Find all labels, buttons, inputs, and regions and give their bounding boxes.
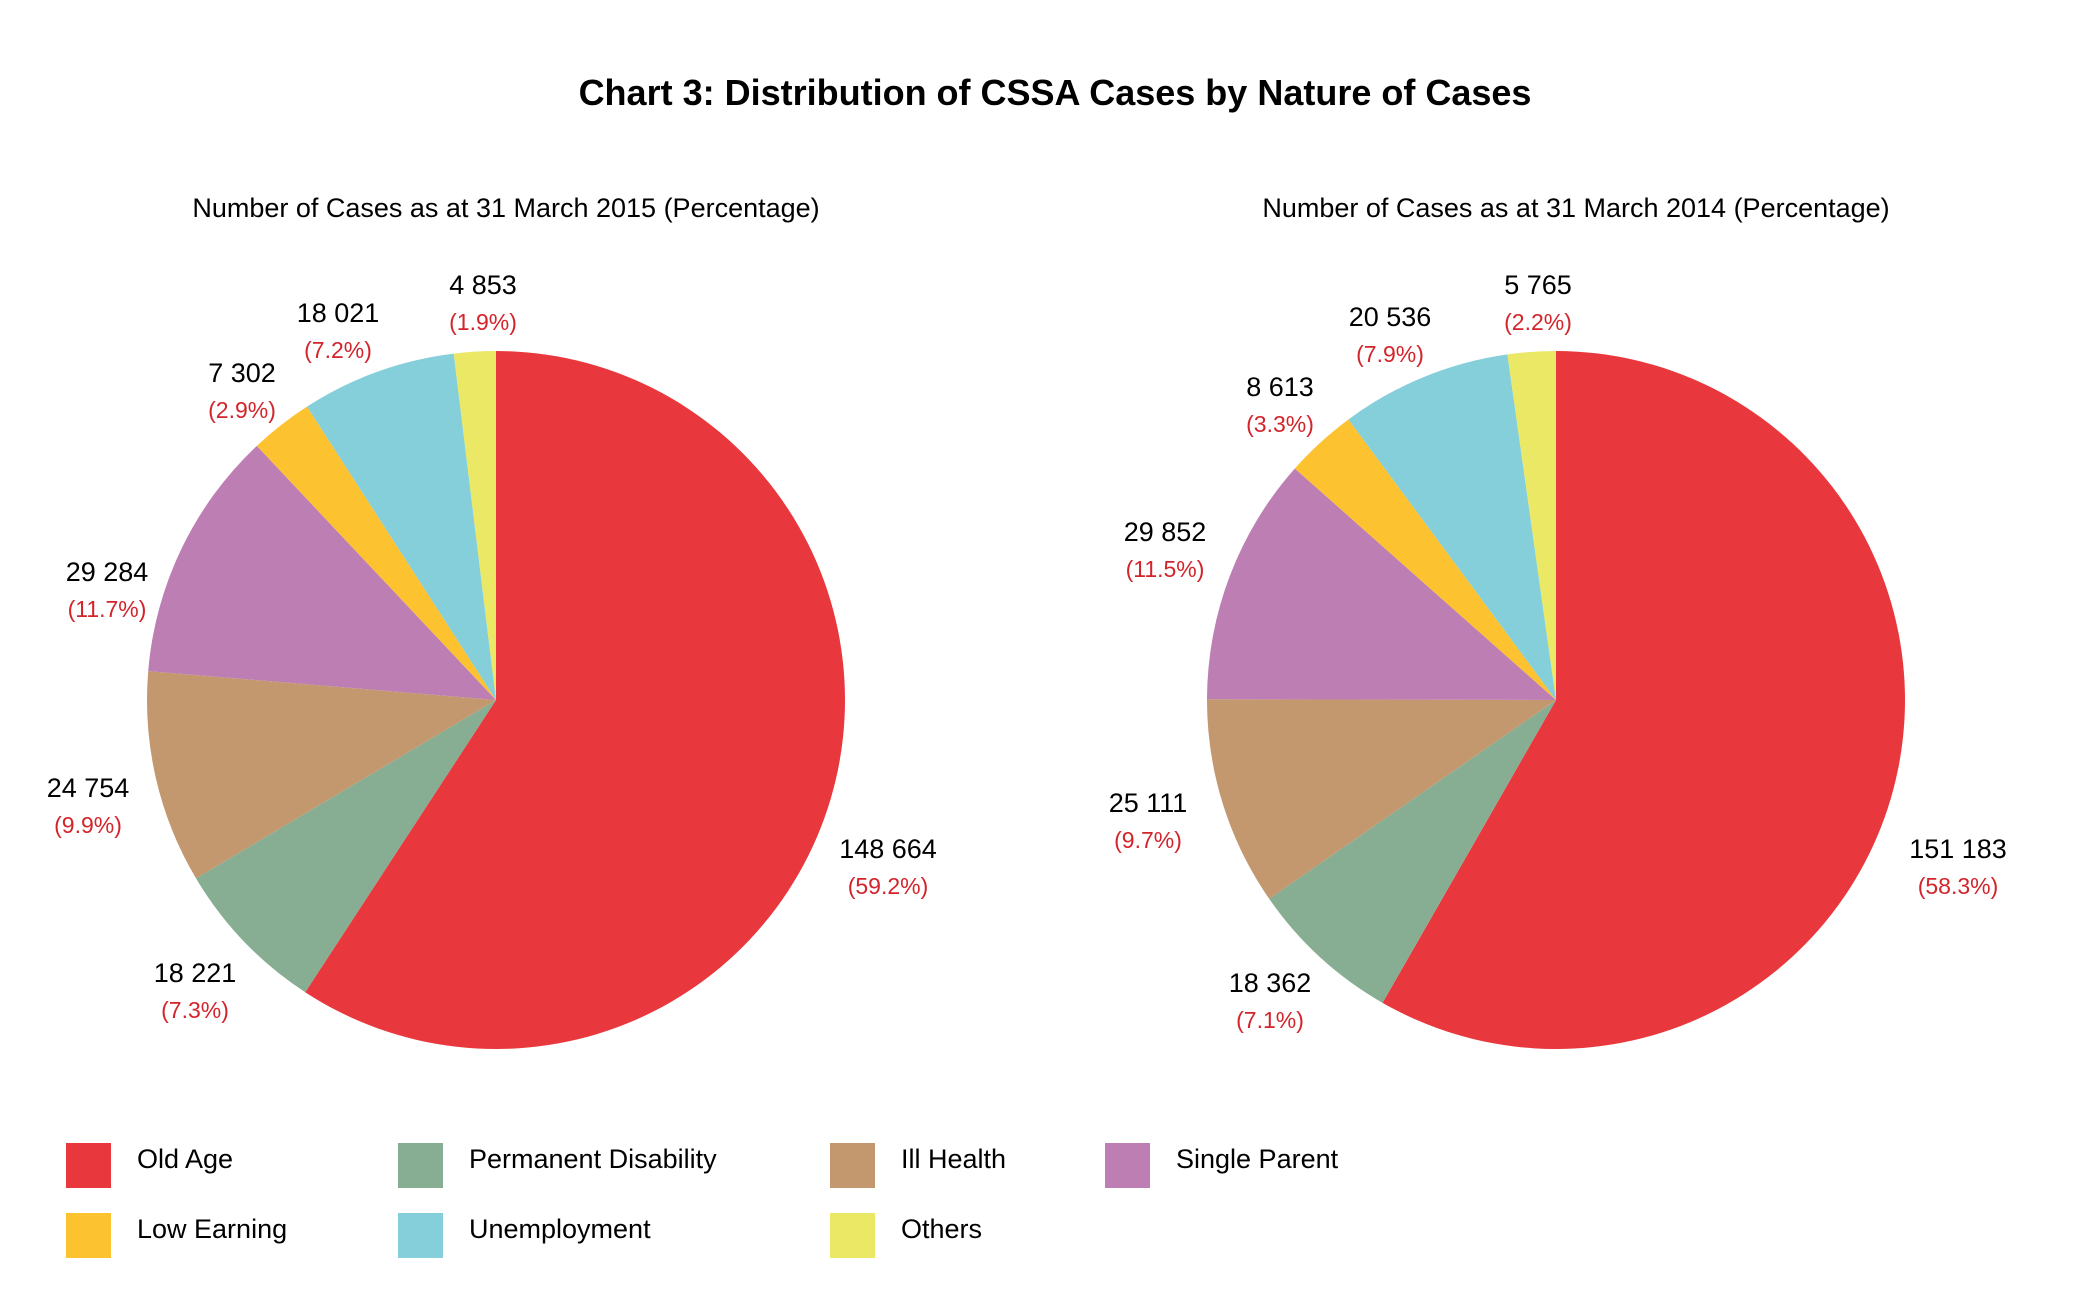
- pie-2015-percent-label-unemployment: (7.2%): [304, 337, 372, 363]
- legend-swatch-single-parent: [1105, 1143, 1150, 1188]
- pie-2015-slice-permanent-disability: [196, 700, 496, 993]
- pie-2015-value-label-low-earning: 7 302: [208, 358, 276, 388]
- pie-2014-value-label-permanent-disability: 18 362: [1229, 968, 1312, 998]
- pie-2014-slice-single-parent: [1207, 468, 1556, 700]
- pie-2014-slice-permanent-disability: [1269, 700, 1556, 1003]
- legend-label-low-earning: Low Earning: [137, 1214, 288, 1244]
- pie-2014-slice-old-age: [1382, 351, 1905, 1049]
- pie-2015-value-label-old-age: 148 664: [839, 834, 937, 864]
- legend-item-ill-health: Ill Health: [830, 1143, 1006, 1188]
- legend-swatch-ill-health: [830, 1143, 875, 1188]
- pie-2014-slice-low-earning: [1294, 419, 1556, 700]
- pie-2015-value-label-permanent-disability: 18 221: [154, 958, 237, 988]
- pie-2014-value-label-old-age: 151 183: [1909, 834, 2007, 864]
- legend-label-permanent-disability: Permanent Disability: [469, 1144, 717, 1174]
- legend-item-old-age: Old Age: [66, 1143, 233, 1188]
- legend-item-low-earning: Low Earning: [66, 1213, 287, 1258]
- pie-2015-slice-single-parent: [148, 445, 496, 700]
- legend-item-others: Others: [830, 1213, 982, 1258]
- pie-2014-percent-label-low-earning: (3.3%): [1246, 411, 1314, 437]
- pie-2015-slice-low-earning: [256, 406, 496, 700]
- pie-2015-value-label-others: 4 853: [449, 270, 517, 300]
- pie-2014-value-label-unemployment: 20 536: [1349, 302, 1432, 332]
- pie-2014-percent-label-unemployment: (7.9%): [1356, 341, 1424, 367]
- pie-2015-slice-ill-health: [147, 671, 496, 879]
- pie-2015-slice-unemployment: [306, 353, 496, 700]
- legend-item-permanent-disability: Permanent Disability: [398, 1143, 717, 1188]
- pie-2015-percent-label-others: (1.9%): [449, 309, 517, 335]
- legend-item-unemployment: Unemployment: [398, 1213, 651, 1258]
- pie-2014-percent-label-permanent-disability: (7.1%): [1236, 1007, 1304, 1033]
- legend-swatch-old-age: [66, 1143, 111, 1188]
- legend-swatch-others: [830, 1213, 875, 1258]
- pie-2014-percent-label-old-age: (58.3%): [1918, 873, 1999, 899]
- pie-2014-value-label-single-parent: 29 852: [1124, 517, 1207, 547]
- chart-title: Chart 3: Distribution of CSSA Cases by N…: [578, 72, 1532, 113]
- legend-label-ill-health: Ill Health: [901, 1144, 1007, 1174]
- pie-2015-value-label-ill-health: 24 754: [47, 773, 130, 803]
- pie-2014-value-label-low-earning: 8 613: [1246, 372, 1314, 402]
- pie-2015-percent-label-permanent-disability: (7.3%): [161, 997, 229, 1023]
- pie-2015-slice-others: [453, 351, 496, 700]
- legend-swatch-low-earning: [66, 1213, 111, 1258]
- pie-2015-percent-label-low-earning: (2.9%): [208, 397, 276, 423]
- pie-2014-percent-label-ill-health: (9.7%): [1114, 827, 1182, 853]
- legend-item-single-parent: Single Parent: [1105, 1143, 1338, 1188]
- pie-2014-slice-others: [1507, 351, 1556, 700]
- pie-2015-value-label-unemployment: 18 021: [297, 298, 380, 328]
- pie-2015: 148 664 (59.2%) 18 221 (7.3%) 24 754 (9.9%) 29…: [47, 270, 937, 1049]
- pie-2014-slice-unemployment: [1348, 354, 1556, 700]
- pie-2014-percent-label-others: (2.2%): [1504, 309, 1572, 335]
- legend-label-others: Others: [901, 1214, 983, 1244]
- pie-2014: 151 183 (58.3%) 18 362 (7.1%) 25 111 (9.7%) 29…: [1109, 270, 2007, 1049]
- pie-2014-subtitle: Number of Cases as at 31 March 2014 (Per…: [1262, 193, 1890, 223]
- pie-2014-value-label-ill-health: 25 111: [1109, 788, 1188, 818]
- pie-2015-value-label-single-parent: 29 284: [66, 557, 149, 587]
- pie-2015-percent-label-single-parent: (11.7%): [68, 596, 147, 622]
- pie-2015-subtitle: Number of Cases as at 31 March 2015 (Per…: [192, 193, 820, 223]
- legend-label-old-age: Old Age: [137, 1144, 234, 1174]
- pie-2014-slice-ill-health: [1207, 699, 1556, 899]
- pie-2014-percent-label-single-parent: (11.5%): [1126, 556, 1205, 582]
- legend-swatch-unemployment: [398, 1213, 443, 1258]
- pie-2014-value-label-others: 5 765: [1504, 270, 1572, 300]
- legend-swatch-permanent-disability: [398, 1143, 443, 1188]
- legend-label-single-parent: Single Parent: [1176, 1144, 1339, 1174]
- pie-2015-percent-label-old-age: (59.2%): [848, 873, 929, 899]
- pie-2015-slice-old-age: [305, 351, 845, 1049]
- pie-2015-percent-label-ill-health: (9.9%): [54, 812, 122, 838]
- legend-label-unemployment: Unemployment: [469, 1214, 651, 1244]
